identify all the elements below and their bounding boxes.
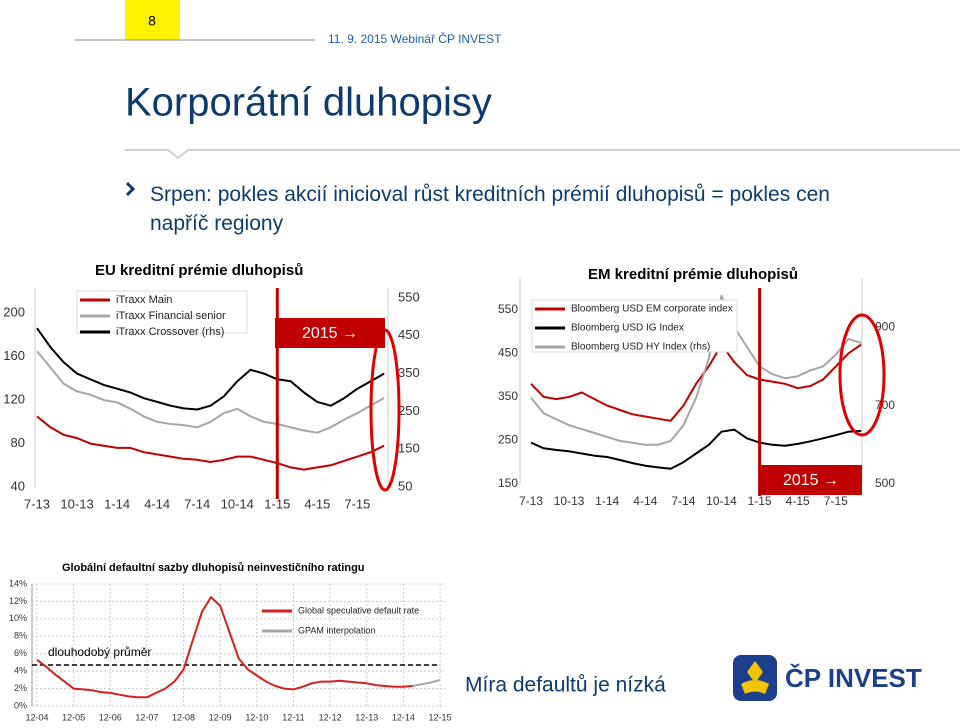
y2-tick-label: 700 bbox=[875, 398, 895, 412]
y-tick-label: 550 bbox=[498, 302, 518, 316]
series-line bbox=[530, 294, 862, 446]
series-line bbox=[530, 343, 862, 422]
bullet-text: Srpen: pokles akcií inicioval růst kredi… bbox=[150, 183, 830, 235]
series-line bbox=[36, 327, 385, 411]
page-number: 8 bbox=[148, 13, 156, 29]
chart-title: EU kreditní prémie dluhopisů bbox=[95, 262, 303, 279]
x-tick-label: 7-15 bbox=[344, 496, 370, 511]
legend-label: Bloomberg USD EM corporate index bbox=[571, 304, 733, 315]
x-tick-label: 1-15 bbox=[264, 496, 290, 511]
x-tick-label: 12-15 bbox=[429, 712, 452, 722]
chart-title: Globální defaultní sazby dluhopisů neinv… bbox=[62, 562, 365, 574]
x-tick-label: 1-14 bbox=[104, 496, 130, 511]
x-tick-label: 12-04 bbox=[25, 712, 48, 722]
y-tick-label: 250 bbox=[498, 433, 518, 447]
x-tick-label: 7-13 bbox=[519, 494, 543, 508]
series-line bbox=[412, 678, 441, 687]
x-tick-label: 4-15 bbox=[304, 496, 330, 511]
legend-box bbox=[76, 290, 248, 334]
y2-tick-label: 450 bbox=[398, 327, 420, 342]
x-tick-label: 10-14 bbox=[221, 496, 254, 511]
y2-tick-label: 550 bbox=[398, 289, 420, 304]
x-tick-label: 7-15 bbox=[824, 494, 848, 508]
legend-label: iTraxx Financial senior bbox=[116, 310, 226, 322]
legend-label: GPAM interpolation bbox=[298, 625, 375, 635]
x-tick-label: 7-13 bbox=[24, 496, 50, 511]
x-tick-label: 7-14 bbox=[184, 496, 210, 511]
annotation-box bbox=[760, 465, 862, 495]
y-tick-label: 200 bbox=[3, 305, 25, 320]
y-tick-label: 4% bbox=[14, 666, 27, 676]
y-tick-label: 120 bbox=[3, 392, 25, 407]
y2-tick-label: 350 bbox=[398, 365, 420, 380]
y-tick-label: 8% bbox=[14, 631, 27, 641]
y2-tick-label: 900 bbox=[875, 319, 895, 333]
legend-label: Bloomberg USD HY Index (rhs) bbox=[571, 342, 710, 353]
y-tick-label: 6% bbox=[14, 648, 27, 658]
x-tick-label: 10-13 bbox=[554, 494, 585, 508]
x-tick-label: 12-08 bbox=[172, 712, 195, 722]
x-tick-label: 10-14 bbox=[706, 494, 737, 508]
x-tick-label: 12-07 bbox=[135, 712, 158, 722]
series-line bbox=[36, 596, 413, 699]
legend-label: iTraxx Crossover (rhs) bbox=[116, 326, 224, 338]
y-tick-label: 350 bbox=[498, 389, 518, 403]
legend-label: Global speculative default rate bbox=[298, 605, 419, 615]
highlight-ellipse bbox=[369, 328, 401, 492]
x-tick-label: 10-13 bbox=[60, 496, 93, 511]
legend-label: Bloomberg USD IG Index bbox=[571, 323, 684, 334]
x-tick-label: 12-13 bbox=[355, 712, 378, 722]
header-date: 11. 9. 2015 Webinář ČP INVEST bbox=[328, 31, 502, 46]
y-tick-label: 0% bbox=[14, 700, 27, 710]
x-tick-label: 12-06 bbox=[99, 712, 122, 722]
x-tick-label: 12-12 bbox=[319, 712, 342, 722]
legend-label: iTraxx Main bbox=[116, 294, 172, 306]
y2-tick-label: 500 bbox=[875, 476, 895, 490]
bullet-chevron bbox=[125, 181, 136, 197]
x-tick-label: 4-14 bbox=[144, 496, 170, 511]
y2-tick-label: 250 bbox=[398, 403, 420, 418]
y-tick-label: 12% bbox=[9, 596, 27, 606]
annotation: 2015 → bbox=[302, 325, 358, 342]
x-tick-label: 4-14 bbox=[633, 494, 657, 508]
y-tick-label: 450 bbox=[498, 346, 518, 360]
series-line bbox=[530, 428, 862, 470]
x-tick-label: 12-09 bbox=[209, 712, 232, 722]
x-tick-label: 12-10 bbox=[245, 712, 268, 722]
x-tick-label: 12-05 bbox=[62, 712, 85, 722]
x-tick-label: 1-14 bbox=[595, 494, 619, 508]
y-tick-label: 80 bbox=[11, 435, 25, 450]
x-tick-label: 12-11 bbox=[282, 712, 304, 722]
annotation-box bbox=[275, 318, 385, 348]
y-tick-label: 150 bbox=[498, 476, 518, 490]
y-tick-label: 160 bbox=[3, 348, 25, 363]
chart-title: EM kreditní prémie dluhopisů bbox=[588, 266, 798, 283]
y-tick-label: 2% bbox=[14, 683, 27, 693]
legend-box bbox=[531, 299, 738, 353]
x-tick-label: 7-14 bbox=[671, 494, 695, 508]
y2-tick-label: 150 bbox=[398, 441, 420, 456]
y-tick-label: 14% bbox=[9, 578, 27, 588]
slide-title: Korporátní dluhopisy bbox=[125, 81, 492, 125]
page-number-box bbox=[125, 0, 180, 40]
annotation: 2015 → bbox=[783, 472, 839, 489]
x-tick-label: 4-15 bbox=[786, 494, 810, 508]
conclusion: Míra defaultů je nízká bbox=[465, 674, 666, 697]
reference-label: dlouhodobý průměr bbox=[48, 645, 151, 659]
logo-text: ČP INVEST bbox=[785, 663, 922, 693]
logo-icon bbox=[733, 655, 777, 701]
series-line bbox=[36, 415, 385, 471]
x-tick-label: 1-15 bbox=[748, 494, 772, 508]
y2-tick-label: 50 bbox=[398, 478, 412, 493]
series-line bbox=[36, 350, 385, 434]
x-tick-label: 12-14 bbox=[392, 712, 415, 722]
highlight-ellipse bbox=[838, 313, 886, 437]
y-tick-label: 40 bbox=[11, 478, 25, 493]
y-tick-label: 10% bbox=[9, 613, 27, 623]
title-rule bbox=[125, 149, 960, 160]
